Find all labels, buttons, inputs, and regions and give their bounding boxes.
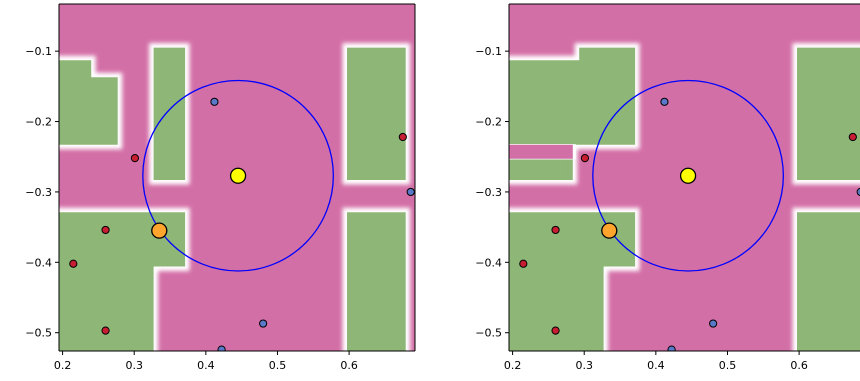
blue-point — [667, 345, 676, 351]
query-point — [679, 167, 697, 184]
y-tick-label: −0.1 — [25, 45, 52, 58]
blue-point — [217, 345, 226, 351]
class-region — [347, 47, 406, 180]
axes-frame — [58, 3, 416, 352]
x-tick-label: 0.2 — [54, 359, 72, 372]
class-region — [153, 47, 186, 180]
x-tick-label: 0.4 — [647, 359, 665, 372]
class-region — [347, 212, 406, 351]
neighbor-point — [151, 222, 168, 239]
y-tick-label: −0.2 — [475, 116, 502, 129]
chart-panel-left: 0.2 0.3 0.4 0.5 0.6 −0.1 −0.2 −0.3 −0.4 −0.5 — [25, 3, 416, 372]
red-point — [551, 326, 560, 335]
x-tick-label: 0.5 — [269, 359, 287, 372]
chart-panel-right: 0.2 0.3 0.4 0.5 0.6 −0.1 −0.2 −0.3 −0.4 −0.5 — [475, 3, 860, 372]
x-tick-label: 0.4 — [197, 359, 215, 372]
y-tick-label: −0.4 — [25, 256, 52, 269]
y-tick-label: −0.1 — [475, 45, 502, 58]
class-region — [59, 60, 118, 145]
x-tick-label: 0.3 — [125, 359, 143, 372]
red-point — [519, 259, 528, 268]
class-region — [509, 212, 636, 351]
x-tick-label: 0.5 — [719, 359, 737, 372]
red-point — [848, 132, 857, 142]
query-point — [229, 167, 247, 184]
blue-point — [660, 97, 669, 106]
y-tick-label: −0.5 — [475, 327, 502, 340]
class-region — [59, 212, 186, 351]
blue-point — [856, 187, 860, 196]
neighbor-point — [601, 222, 618, 239]
class-region — [797, 212, 860, 351]
blue-point — [259, 319, 268, 328]
x-tick-label: 0.3 — [575, 359, 593, 372]
red-point — [130, 154, 140, 163]
y-tick-label: −0.2 — [25, 116, 52, 129]
red-point — [69, 259, 78, 268]
blue-point — [709, 319, 718, 328]
neighborhood-circle — [592, 79, 784, 272]
plot-area — [509, 4, 860, 351]
x-tick-label: 0.6 — [340, 359, 358, 372]
blue-point — [406, 187, 415, 197]
plot-area — [59, 4, 415, 351]
y-tick-label: −0.5 — [25, 327, 52, 340]
axes-frame — [508, 3, 860, 352]
red-point — [101, 225, 110, 235]
hole-region — [509, 144, 573, 159]
red-point — [398, 132, 407, 142]
red-point — [101, 326, 110, 335]
neighborhood-circle — [142, 79, 334, 272]
class-region — [509, 158, 568, 180]
x-tick-label: 0.6 — [790, 359, 808, 372]
y-tick-label: −0.4 — [475, 256, 502, 269]
class-region — [797, 47, 860, 180]
blue-point — [210, 97, 219, 106]
y-tick-label: −0.3 — [25, 186, 52, 199]
red-point — [551, 225, 560, 235]
y-tick-label: −0.3 — [475, 186, 502, 199]
x-tick-label: 0.2 — [504, 359, 522, 372]
red-point — [580, 154, 590, 163]
